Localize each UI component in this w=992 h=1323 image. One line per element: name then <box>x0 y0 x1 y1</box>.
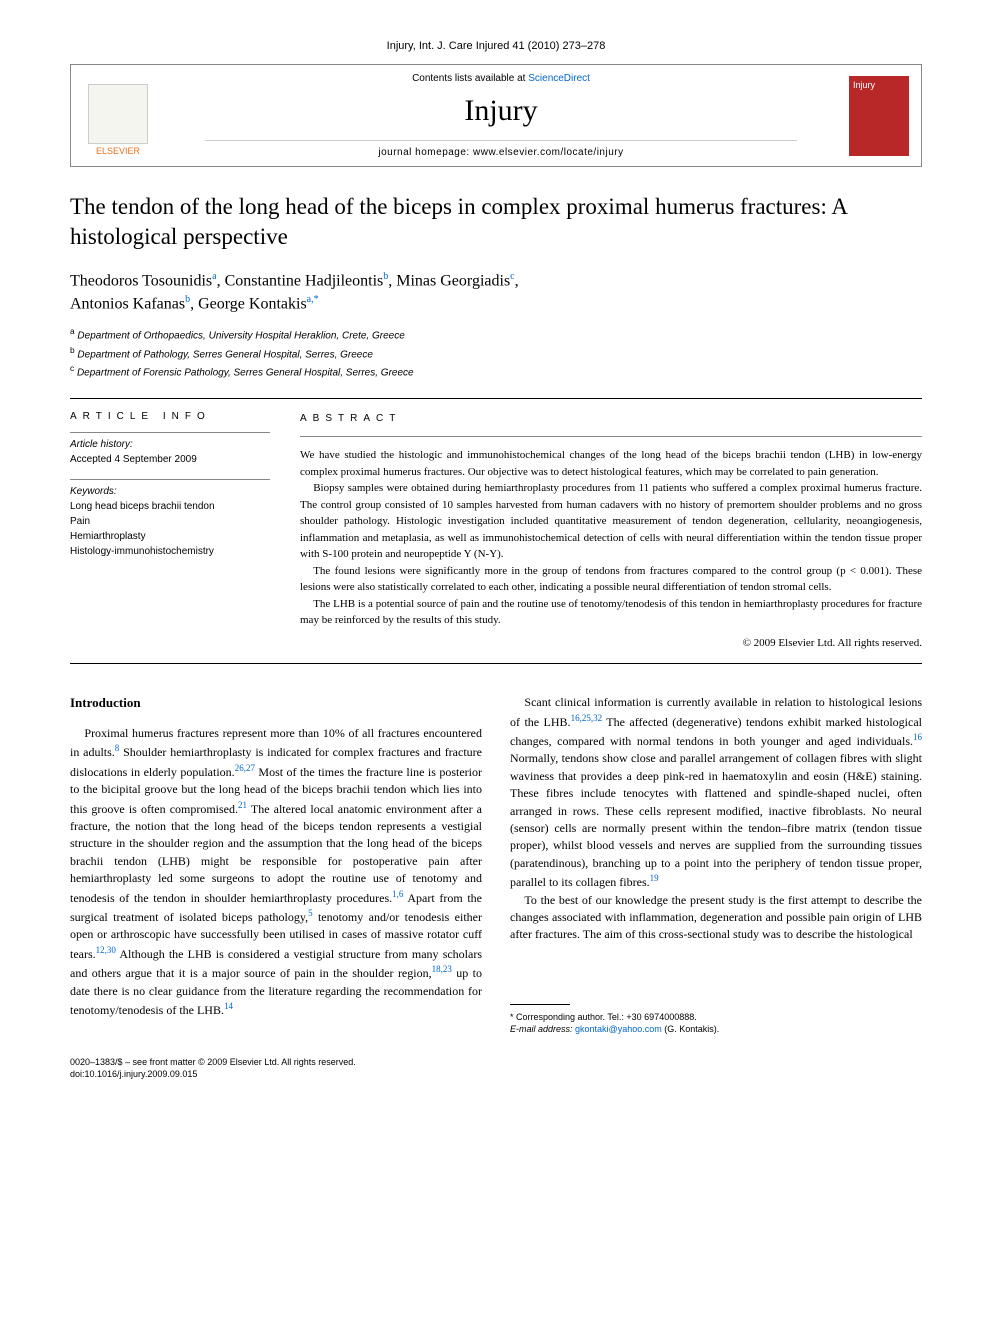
front-matter-footer: 0020–1383/$ – see front matter © 2009 El… <box>70 1056 922 1081</box>
abstract-copyright: © 2009 Elsevier Ltd. All rights reserved… <box>300 635 922 652</box>
affil-ref: b <box>383 271 388 282</box>
contents-prefix: Contents lists available at <box>412 73 528 84</box>
abstract-para: The LHB is a potential source of pain an… <box>300 596 922 629</box>
abstract-heading: ABSTRACT <box>300 411 922 426</box>
footnotes: * Corresponding author. Tel.: +30 697400… <box>510 1011 922 1036</box>
affiliation-c: Department of Forensic Pathology, Serres… <box>77 367 414 378</box>
contents-available: Contents lists available at ScienceDirec… <box>165 73 837 84</box>
sciencedirect-link[interactable]: ScienceDirect <box>528 73 590 84</box>
citation-ref[interactable]: 19 <box>650 873 659 883</box>
section-heading-introduction: Introduction <box>70 694 482 713</box>
history-label: Article history: <box>70 439 270 450</box>
body-para: To the best of our knowledge the present… <box>510 892 922 944</box>
affil-ref: c <box>510 271 514 282</box>
article-info-heading: ARTICLE INFO <box>70 411 270 422</box>
journal-header: ELSEVIER Contents lists available at Sci… <box>70 64 922 167</box>
publisher-name: ELSEVIER <box>96 146 140 156</box>
journal-homepage: journal homepage: www.elsevier.com/locat… <box>205 140 797 158</box>
footnote-separator <box>510 1004 570 1005</box>
elsevier-tree-icon <box>88 84 148 144</box>
keyword: Long head biceps brachii tendon <box>70 499 270 514</box>
running-head: Injury, Int. J. Care Injured 41 (2010) 2… <box>70 40 922 52</box>
journal-name: Injury <box>165 94 837 128</box>
abstract-body: We have studied the histologic and immun… <box>300 436 922 651</box>
article-info: ARTICLE INFO Article history: Accepted 4… <box>70 411 270 651</box>
cover-label: Injury <box>853 80 875 90</box>
body-para: Scant clinical information is currently … <box>510 694 922 891</box>
citation-ref[interactable]: 16,25,32 <box>571 713 603 723</box>
homepage-url: www.elsevier.com/locate/injury <box>473 147 624 158</box>
corresponding-marker: * <box>314 294 319 305</box>
affil-ref: a, <box>307 294 314 305</box>
abstract: ABSTRACT We have studied the histologic … <box>300 411 922 651</box>
publisher-logo: ELSEVIER <box>83 76 153 156</box>
journal-cover-thumbnail: Injury <box>849 76 909 156</box>
corresponding-author-note: * Corresponding author. Tel.: +30 697400… <box>510 1011 922 1024</box>
affiliation-a: Department of Orthopaedics, University H… <box>77 331 404 342</box>
affil-ref: a <box>212 271 216 282</box>
citation-ref[interactable]: 16 <box>913 732 922 742</box>
citation-ref[interactable]: 21 <box>238 800 247 810</box>
affiliation-b: Department of Pathology, Serres General … <box>77 349 373 360</box>
citation-ref[interactable]: 14 <box>224 1001 233 1011</box>
history-text: Accepted 4 September 2009 <box>70 452 270 467</box>
author-list: Theodoros Tosounidisa, Constantine Hadji… <box>70 270 922 315</box>
article-title: The tendon of the long head of the bicep… <box>70 192 922 252</box>
email-link[interactable]: gkontaki@yahoo.com <box>575 1024 662 1034</box>
issn-copyright: 0020–1383/$ – see front matter © 2009 El… <box>70 1056 922 1069</box>
citation-ref[interactable]: 18,23 <box>432 964 452 974</box>
info-abstract-block: ARTICLE INFO Article history: Accepted 4… <box>70 398 922 664</box>
keyword: Histology-immunohistochemistry <box>70 544 270 559</box>
affil-ref: b <box>185 294 190 305</box>
article-body: Introduction Proximal humerus fractures … <box>70 694 922 1036</box>
body-para: Proximal humerus fractures represent mor… <box>70 725 482 1019</box>
abstract-para: We have studied the histologic and immun… <box>300 447 922 480</box>
keywords-block: Keywords: Long head biceps brachii tendo… <box>70 479 270 559</box>
citation-ref[interactable]: 12,30 <box>96 945 116 955</box>
citation-ref[interactable]: 1,6 <box>392 889 403 899</box>
header-center: Contents lists available at ScienceDirec… <box>165 73 837 158</box>
affiliations: a Department of Orthopaedics, University… <box>70 325 922 380</box>
homepage-prefix: journal homepage: <box>378 147 473 158</box>
doi: doi:10.1016/j.injury.2009.09.015 <box>70 1068 922 1081</box>
article-history: Article history: Accepted 4 September 20… <box>70 432 270 467</box>
keywords-label: Keywords: <box>70 486 270 497</box>
abstract-para: The found lesions were significantly mor… <box>300 563 922 596</box>
keyword: Pain <box>70 514 270 529</box>
keyword: Hemiarthroplasty <box>70 529 270 544</box>
abstract-para: Biopsy samples were obtained during hemi… <box>300 480 922 563</box>
citation-ref[interactable]: 26,27 <box>235 763 255 773</box>
keywords-list: Long head biceps brachii tendon Pain Hem… <box>70 499 270 559</box>
corresponding-email: E-mail address: gkontaki@yahoo.com (G. K… <box>510 1023 922 1036</box>
